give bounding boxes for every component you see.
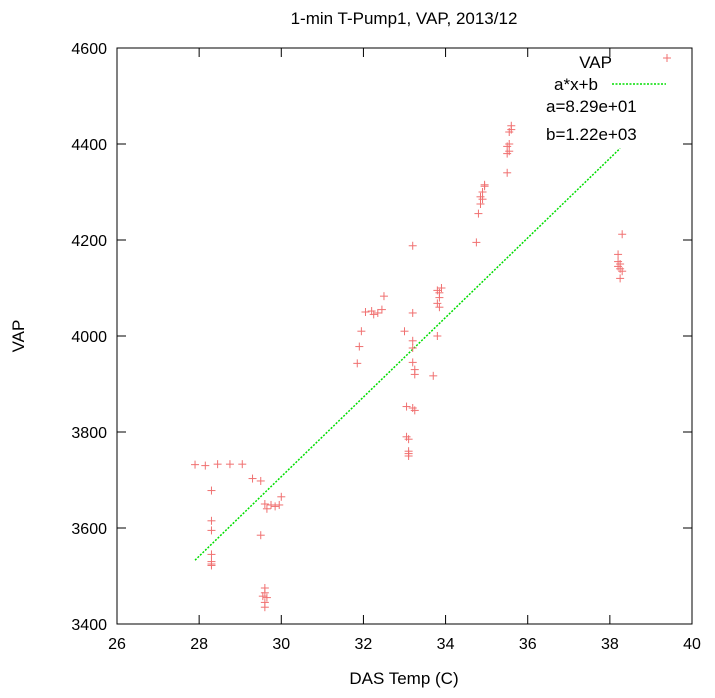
- data-point: [614, 250, 623, 259]
- data-point: [404, 435, 413, 444]
- y-tick-label: 3600: [71, 521, 107, 538]
- x-tick-label: 40: [683, 636, 701, 653]
- data-point: [207, 550, 216, 559]
- data-point: [369, 310, 378, 319]
- data-point: [400, 327, 409, 336]
- fit-line: [194, 147, 621, 561]
- data-point: [404, 452, 413, 460]
- x-tick-label: 26: [108, 636, 126, 653]
- data-point: [260, 588, 269, 597]
- y-tick-label: 4200: [71, 233, 107, 250]
- legend-label-fit: a*x+b: [554, 75, 598, 94]
- data-point: [355, 342, 364, 351]
- data-point: [408, 241, 417, 250]
- y-tick-label: 3800: [71, 425, 107, 442]
- x-axis-label: DAS Temp (C): [349, 669, 458, 688]
- data-point: [408, 308, 417, 317]
- data-point: [248, 474, 257, 483]
- data-point: [271, 502, 280, 511]
- y-tick-label: 4400: [71, 137, 107, 154]
- data-point: [277, 492, 286, 501]
- x-tick-label: 28: [190, 636, 208, 653]
- data-point: [357, 327, 366, 336]
- y-tick-label: 4600: [71, 41, 107, 58]
- data-point: [435, 288, 444, 297]
- data-point: [408, 344, 417, 352]
- x-tick-label: 34: [437, 636, 455, 653]
- data-point: [260, 500, 269, 508]
- data-point: [505, 147, 514, 156]
- data-point: [267, 500, 276, 509]
- data-point: [480, 180, 489, 189]
- data-point: [408, 336, 417, 345]
- data-point: [433, 299, 442, 308]
- data-point: [262, 504, 271, 513]
- data-point: [410, 370, 419, 379]
- data-point: [429, 371, 438, 380]
- annotation-slope: a=8.29e+01: [546, 97, 637, 116]
- chart-title: 1-min T-Pump1, VAP, 2013/12: [291, 9, 518, 28]
- y-axis-label: VAP: [9, 320, 28, 353]
- data-point: [262, 593, 271, 602]
- data-point: [435, 303, 444, 312]
- data-point: [207, 526, 216, 535]
- data-point: [191, 460, 200, 469]
- data-point: [213, 460, 222, 469]
- data-point: [507, 121, 516, 130]
- data-point: [256, 476, 265, 485]
- x-tick-label: 38: [601, 636, 619, 653]
- data-point: [207, 486, 216, 495]
- data-point: [207, 561, 216, 570]
- y-tick-label: 3400: [71, 617, 107, 634]
- data-point: [258, 592, 267, 601]
- data-point: [616, 274, 625, 283]
- data-point: [433, 332, 442, 340]
- data-point: [402, 402, 411, 411]
- data-point: [478, 188, 487, 196]
- legend: VAP a*x+b a=8.29e+01 b=1.22e+03: [546, 53, 671, 144]
- data-point: [618, 267, 627, 276]
- x-tick-label: 36: [519, 636, 537, 653]
- data-point: [476, 200, 485, 208]
- fit-line-group: [194, 147, 621, 561]
- data-point: [505, 140, 514, 148]
- data-point: [503, 168, 512, 177]
- data-point: [377, 305, 386, 314]
- data-point: [256, 531, 265, 540]
- data-point: [238, 460, 247, 469]
- data-point: [410, 406, 419, 415]
- data-point: [437, 284, 446, 292]
- data-point: [353, 359, 362, 368]
- data-point: [474, 209, 483, 218]
- x-tick-label: 30: [272, 636, 290, 653]
- data-point: [472, 238, 481, 247]
- data-point: [408, 358, 417, 367]
- data-point: [275, 500, 284, 509]
- data-point: [618, 230, 627, 239]
- x-tick-label: 32: [355, 636, 373, 653]
- data-point: [373, 308, 382, 317]
- data-point: [260, 603, 269, 612]
- legend-marker-vap: [663, 54, 671, 62]
- y-axis: 3400 3600 3800 4000 4200 4400 4600: [71, 41, 692, 634]
- annotation-intercept: b=1.22e+03: [546, 125, 637, 144]
- data-point: [379, 292, 388, 301]
- data-point: [361, 308, 370, 316]
- data-point: [225, 460, 234, 469]
- data-point: [207, 516, 216, 525]
- x-axis: 26 28 30 32 34 36 38 40: [108, 48, 701, 653]
- scatter-points: [191, 121, 627, 612]
- y-tick-label: 4000: [71, 329, 107, 346]
- data-point: [367, 307, 376, 316]
- legend-label-vap: VAP: [579, 53, 612, 72]
- data-point: [201, 461, 210, 470]
- data-point: [478, 195, 487, 204]
